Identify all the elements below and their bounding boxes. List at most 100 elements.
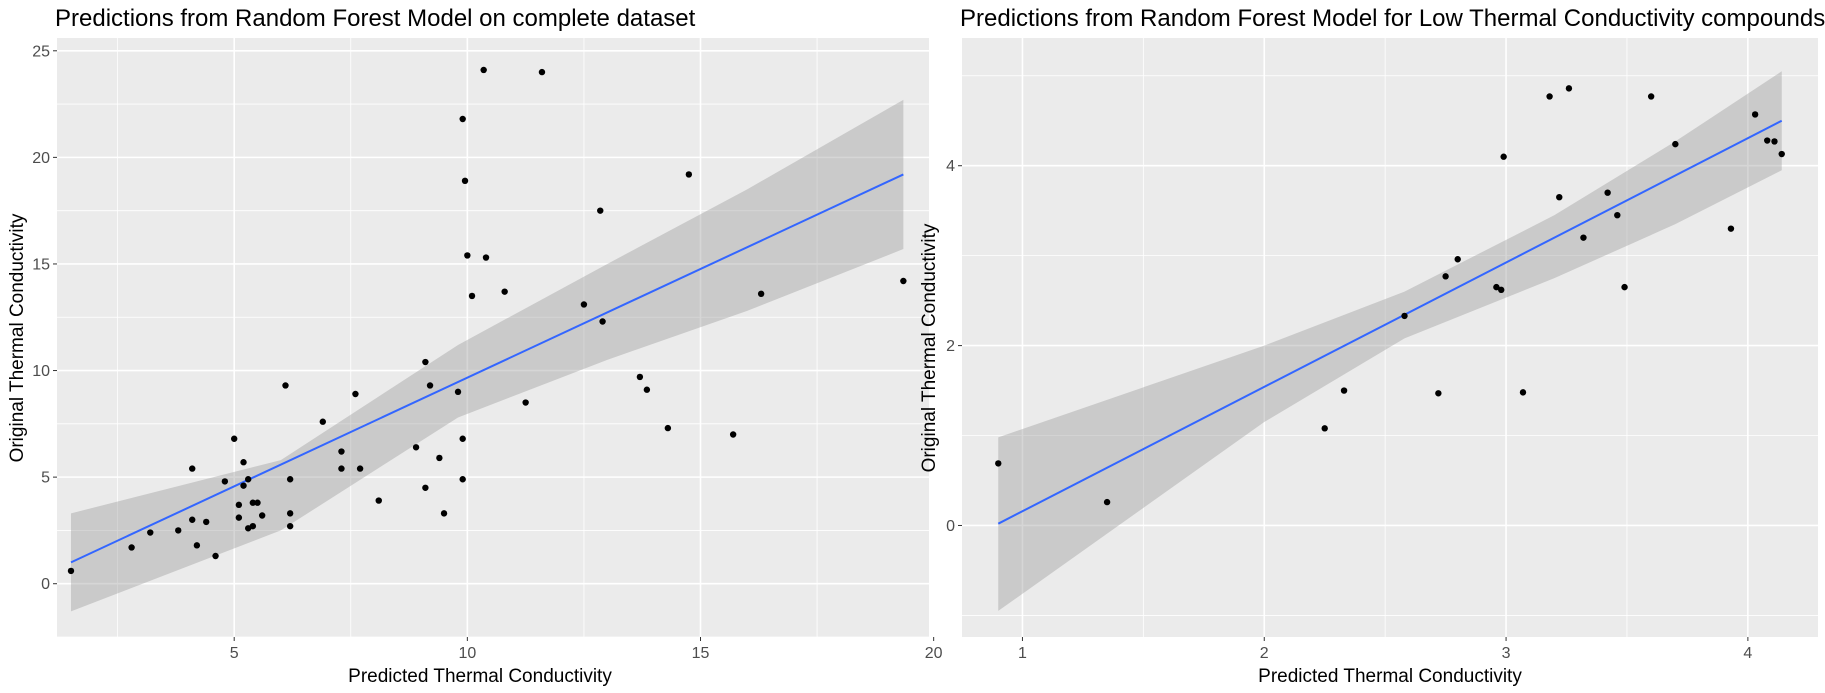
data-point [459,115,466,123]
y-tick-label: 20 [32,150,50,167]
data-point [338,448,345,455]
y-axis-label: Original Thermal Conductivity [919,223,940,472]
y-tick-label: 25 [32,43,50,60]
x-tick-label: 4 [1743,645,1752,662]
data-point [1604,189,1611,196]
data-point [147,529,154,536]
y-tick-label: 2 [946,338,955,355]
data-point [995,460,1002,467]
data-point [258,512,266,519]
y-tick-label: 0 [41,576,50,593]
data-point [240,482,247,489]
data-point [189,516,196,523]
data-point [240,459,247,466]
y-tick-label: 10 [32,363,50,380]
data-point [461,177,469,185]
data-point [454,388,462,396]
data-point [1401,312,1408,320]
data-point [685,171,693,178]
data-point [1519,389,1527,396]
data-point [212,552,219,560]
data-point [482,254,490,261]
data-point [1751,111,1759,118]
x-tick-label: 15 [692,645,710,662]
confidence-band [998,71,1782,611]
chart-complete-dataset: 5 10 15 20 0 5 10 15 20 25 Predictions from Rando… [7,5,943,687]
data-point [282,382,289,389]
data-point [1493,283,1500,291]
data-point [128,544,135,551]
data-point [459,435,466,442]
data-point [1614,211,1621,219]
data-point [286,522,294,530]
data-point [249,499,257,506]
data-point [203,518,210,526]
plot-background [962,38,1818,637]
y-tick-label: 0 [946,518,955,535]
x-tick-label: 2 [1260,645,1269,662]
chart-title: Predictions from Random Forest Model on … [55,5,696,32]
data-point [426,382,434,389]
data-point [1546,93,1553,100]
data-point [480,66,487,74]
data-point [501,288,508,295]
data-point [338,465,345,472]
data-point [440,510,448,517]
data-point [1321,425,1328,432]
x-axis-label: Predicted Thermal Conductivity [348,666,612,687]
data-point [729,431,737,438]
data-point [664,424,672,432]
data-point [286,476,294,483]
data-point [1647,93,1655,100]
data-point [1771,138,1778,145]
data-point [1672,140,1679,148]
data-point [757,290,765,298]
chart-low-conductivity: 1 2 3 4 0 2 4 Predictions from Random Forest M… [919,5,1825,687]
data-point [422,484,429,491]
plot-background [57,38,929,637]
data-point [422,358,429,366]
y-tick-label: 15 [32,256,50,273]
data-point [1621,283,1628,291]
data-point [352,390,359,398]
x-tick-label: 20 [925,645,943,662]
regression-line [997,119,1783,525]
x-axis-label: Predicted Thermal Conductivity [1258,666,1522,687]
data-point [1556,193,1563,201]
data-point [522,399,529,406]
data-point [244,476,252,483]
data-point [1565,85,1573,92]
regression-line [70,173,904,564]
data-point [189,465,196,472]
y-tick-label: 4 [946,158,955,175]
plot-layer: 1 2 3 4 0 2 4 [946,38,1818,662]
data-point [459,476,466,483]
x-tick-label: 5 [230,645,239,662]
data-point [175,527,182,534]
data-point [900,277,907,285]
data-point [464,252,471,259]
data-point [235,514,243,521]
data-point [636,373,644,381]
data-point [468,292,476,300]
data-point [356,465,364,472]
data-point [1442,273,1449,280]
data-point [412,444,420,451]
data-point [230,435,238,442]
data-point [597,207,604,214]
data-point [375,497,382,504]
chart-title: Predictions from Random Forest Model for… [960,5,1825,32]
data-point [599,318,606,325]
data-point [1454,256,1461,263]
data-point [1498,286,1505,294]
y-tick-label: 5 [41,470,50,487]
data-point [249,522,257,530]
data-point [193,542,201,549]
y-axis-label: Original Thermal Conductivity [7,213,28,462]
x-tick-label: 10 [458,645,476,662]
data-point [436,454,443,462]
data-point [1727,225,1735,232]
data-point [1778,150,1785,158]
